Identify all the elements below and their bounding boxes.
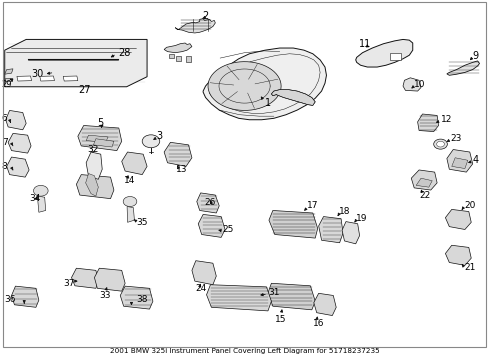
Text: 11: 11 bbox=[358, 39, 370, 49]
Polygon shape bbox=[94, 268, 125, 291]
Polygon shape bbox=[402, 78, 420, 91]
Polygon shape bbox=[5, 69, 13, 74]
Polygon shape bbox=[445, 210, 470, 229]
Text: 38: 38 bbox=[136, 294, 147, 303]
Text: 1: 1 bbox=[264, 98, 271, 108]
Polygon shape bbox=[37, 196, 45, 212]
Polygon shape bbox=[122, 152, 147, 175]
Polygon shape bbox=[5, 40, 147, 87]
Text: 33: 33 bbox=[99, 291, 111, 300]
Text: 30: 30 bbox=[31, 69, 43, 79]
Text: 23: 23 bbox=[449, 134, 461, 143]
Polygon shape bbox=[196, 193, 219, 213]
Polygon shape bbox=[175, 19, 215, 33]
Text: 28: 28 bbox=[118, 48, 130, 58]
Polygon shape bbox=[127, 207, 134, 222]
Polygon shape bbox=[63, 76, 78, 81]
Polygon shape bbox=[8, 134, 31, 153]
Text: 27: 27 bbox=[78, 85, 90, 95]
Circle shape bbox=[33, 185, 48, 196]
Polygon shape bbox=[5, 78, 12, 81]
Text: 15: 15 bbox=[274, 315, 285, 324]
Text: 8: 8 bbox=[2, 162, 7, 171]
Polygon shape bbox=[164, 43, 191, 53]
Text: 9: 9 bbox=[472, 51, 478, 61]
Polygon shape bbox=[198, 215, 224, 237]
Polygon shape bbox=[85, 174, 98, 196]
Text: 19: 19 bbox=[355, 214, 366, 223]
Text: 16: 16 bbox=[312, 319, 324, 328]
Polygon shape bbox=[445, 245, 470, 265]
Polygon shape bbox=[76, 175, 114, 199]
Polygon shape bbox=[191, 261, 216, 285]
Circle shape bbox=[142, 135, 160, 148]
Circle shape bbox=[123, 197, 137, 207]
Text: 14: 14 bbox=[123, 176, 135, 185]
Polygon shape bbox=[267, 283, 315, 310]
Text: 2: 2 bbox=[202, 11, 208, 21]
Text: 2001 BMW 325i Instrument Panel Covering Left Diagram for 51718237235: 2001 BMW 325i Instrument Panel Covering … bbox=[109, 348, 379, 354]
Polygon shape bbox=[120, 286, 153, 309]
Polygon shape bbox=[17, 76, 31, 81]
Text: 36: 36 bbox=[4, 294, 16, 303]
Polygon shape bbox=[164, 142, 191, 166]
Text: 6: 6 bbox=[2, 114, 7, 123]
Polygon shape bbox=[451, 158, 467, 168]
Text: 7: 7 bbox=[2, 138, 7, 147]
Text: 22: 22 bbox=[418, 190, 429, 199]
Polygon shape bbox=[78, 126, 122, 150]
Polygon shape bbox=[318, 217, 343, 243]
Polygon shape bbox=[415, 178, 431, 187]
Polygon shape bbox=[176, 56, 181, 61]
Text: 21: 21 bbox=[463, 264, 474, 273]
Polygon shape bbox=[169, 54, 174, 58]
Text: 10: 10 bbox=[413, 81, 425, 90]
Polygon shape bbox=[446, 61, 479, 75]
Polygon shape bbox=[410, 170, 436, 190]
Polygon shape bbox=[313, 293, 336, 316]
Polygon shape bbox=[446, 149, 472, 172]
Text: 12: 12 bbox=[440, 115, 451, 124]
Polygon shape bbox=[342, 222, 359, 244]
Polygon shape bbox=[7, 157, 29, 177]
Text: 32: 32 bbox=[87, 145, 99, 154]
Polygon shape bbox=[271, 90, 315, 105]
Text: 4: 4 bbox=[472, 155, 478, 165]
Text: 29: 29 bbox=[2, 81, 12, 90]
Polygon shape bbox=[417, 114, 438, 132]
Circle shape bbox=[433, 139, 447, 149]
Polygon shape bbox=[12, 286, 39, 307]
Text: 31: 31 bbox=[267, 288, 279, 297]
Text: 25: 25 bbox=[222, 225, 234, 234]
Text: 13: 13 bbox=[176, 166, 187, 175]
Text: 35: 35 bbox=[136, 218, 147, 227]
Polygon shape bbox=[203, 48, 326, 120]
Polygon shape bbox=[86, 135, 108, 142]
Text: 26: 26 bbox=[204, 198, 216, 207]
Polygon shape bbox=[207, 62, 281, 111]
Polygon shape bbox=[355, 40, 412, 67]
Polygon shape bbox=[186, 56, 190, 62]
Text: 17: 17 bbox=[306, 201, 318, 210]
Text: 5: 5 bbox=[97, 118, 103, 128]
Text: 18: 18 bbox=[339, 207, 350, 216]
Polygon shape bbox=[268, 211, 317, 238]
Text: 34: 34 bbox=[29, 194, 41, 203]
Polygon shape bbox=[71, 268, 98, 288]
Polygon shape bbox=[86, 152, 102, 179]
Text: 3: 3 bbox=[156, 131, 162, 141]
Polygon shape bbox=[93, 139, 114, 147]
Text: 24: 24 bbox=[195, 284, 206, 293]
Polygon shape bbox=[6, 111, 26, 130]
Text: 20: 20 bbox=[463, 201, 474, 210]
Polygon shape bbox=[206, 285, 271, 311]
Circle shape bbox=[436, 141, 444, 147]
Text: 37: 37 bbox=[63, 279, 75, 288]
Polygon shape bbox=[40, 76, 54, 81]
Polygon shape bbox=[389, 53, 400, 60]
